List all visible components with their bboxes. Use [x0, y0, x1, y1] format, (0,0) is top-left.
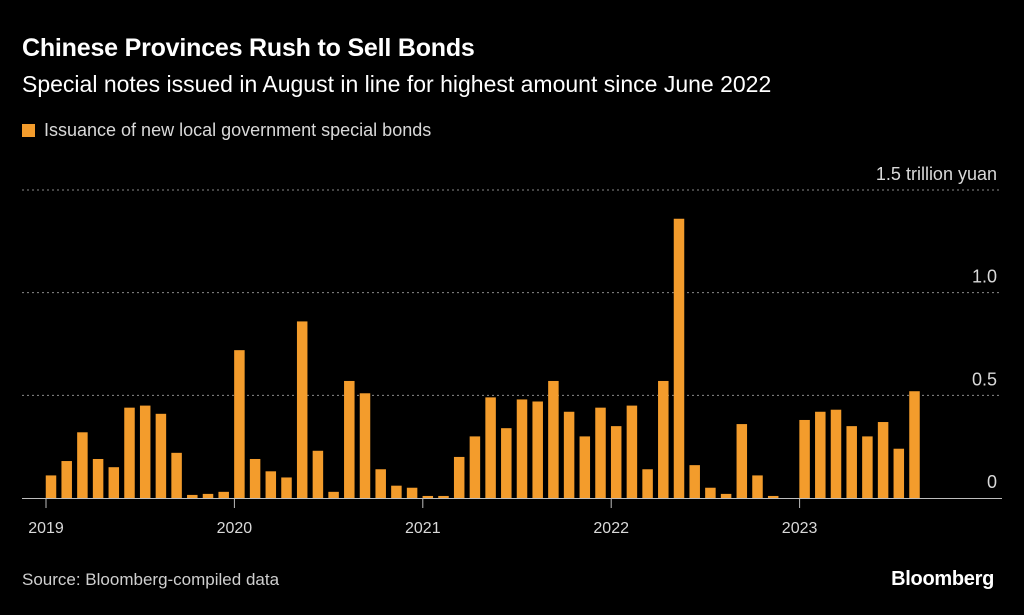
bar: [265, 471, 277, 498]
bar: [799, 419, 810, 498]
bar: [92, 458, 104, 498]
bar: [563, 411, 575, 498]
bar: [218, 491, 229, 498]
bar: [830, 409, 842, 498]
bar: [108, 467, 120, 498]
bar: [375, 469, 386, 498]
bar: [485, 397, 496, 498]
brand-logo: Bloomberg: [891, 568, 994, 590]
bar: [139, 405, 151, 498]
bar: [579, 436, 591, 498]
bar: [155, 413, 167, 498]
bar: [548, 380, 559, 498]
bar: [422, 495, 434, 498]
bar: [815, 411, 826, 498]
bar: [658, 380, 669, 498]
bar: [516, 399, 528, 498]
legend-label: Issuance of new local government special…: [44, 120, 432, 140]
chart-subtitle: Special notes issued in August in line f…: [22, 71, 772, 97]
bar: [328, 491, 339, 498]
bar: [61, 461, 72, 498]
y-tick-label: 1.0: [972, 267, 997, 287]
bar: [642, 469, 653, 498]
bar: [312, 450, 324, 498]
chart-title: Chinese Provinces Rush to Sell Bonds: [22, 34, 475, 62]
bar: [124, 407, 135, 498]
bar: [736, 424, 748, 498]
bar: [77, 432, 88, 498]
bar: [909, 391, 920, 498]
x-tick-label: 2020: [217, 520, 253, 537]
bar: [752, 475, 763, 498]
bar: [438, 495, 449, 498]
bar: [202, 493, 214, 498]
y-tick-label: 0.5: [972, 369, 997, 389]
y-tick-label: 0: [987, 472, 997, 492]
bar: [532, 401, 543, 498]
x-tick-label: 2022: [593, 520, 629, 537]
bar: [626, 405, 638, 498]
bar: [720, 493, 732, 498]
source-note: Source: Bloomberg-compiled data: [22, 570, 280, 589]
bar: [171, 452, 182, 498]
x-tick-label: 2021: [405, 520, 441, 537]
y-tick-label: 1.5 trillion yuan: [876, 164, 997, 184]
bar: [344, 380, 355, 498]
bar: [406, 487, 418, 498]
bar: [359, 393, 371, 498]
bar: [391, 485, 402, 498]
bar: [893, 448, 905, 498]
bar: [187, 494, 198, 498]
bar: [610, 426, 622, 498]
bar: [689, 465, 700, 498]
bar: [673, 218, 685, 498]
bar: [469, 436, 481, 498]
bar: [595, 407, 606, 498]
bar: [846, 426, 857, 498]
bar: [767, 495, 779, 498]
bar: [862, 436, 873, 498]
x-tick-label: 2023: [782, 520, 818, 537]
bar: [234, 350, 245, 498]
legend-swatch: [22, 124, 35, 137]
bar: [705, 487, 716, 498]
x-tick-label: 2019: [28, 520, 64, 537]
bar: [453, 456, 465, 498]
bar: [501, 428, 512, 498]
bar: [45, 475, 57, 498]
bar: [281, 477, 292, 498]
bar: [877, 422, 889, 498]
bar: [249, 458, 261, 498]
bar: [296, 321, 308, 498]
legend: Issuance of new local government special…: [22, 120, 431, 141]
